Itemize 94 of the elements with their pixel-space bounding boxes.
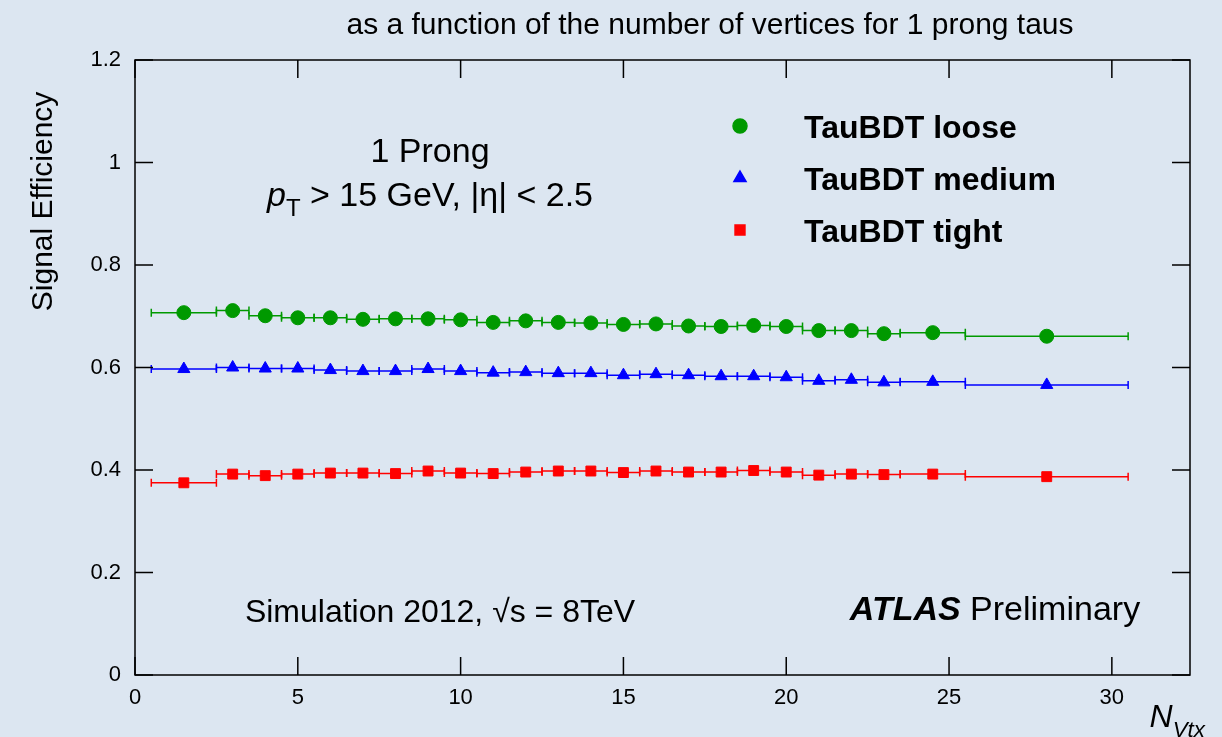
point <box>713 319 729 334</box>
point <box>355 311 371 327</box>
point <box>487 468 499 480</box>
point <box>681 318 697 334</box>
point <box>843 323 859 339</box>
point <box>322 310 338 326</box>
point <box>486 365 500 377</box>
point <box>323 362 337 375</box>
x-tick-label: 10 <box>448 684 473 710</box>
point <box>925 325 941 341</box>
point <box>585 465 597 477</box>
y-axis-title: Signal Efficiency <box>25 91 58 312</box>
point <box>813 469 825 481</box>
point <box>518 313 534 329</box>
point <box>519 364 533 377</box>
point <box>324 467 336 479</box>
point <box>812 373 826 385</box>
point <box>583 315 599 331</box>
annotation: ATLAS Preliminary <box>848 589 1141 627</box>
point <box>485 314 501 330</box>
point <box>877 374 891 387</box>
point <box>551 365 565 378</box>
y-tick-label: 0.2 <box>90 558 121 584</box>
point <box>420 311 436 327</box>
point <box>258 361 272 373</box>
x-tick-label: 0 <box>128 684 142 710</box>
point <box>844 372 858 384</box>
y-tick-label: 1 <box>108 148 121 174</box>
point <box>715 466 727 478</box>
point <box>746 317 762 333</box>
point <box>617 467 629 479</box>
point <box>357 467 369 479</box>
point <box>779 369 793 382</box>
point <box>616 367 630 380</box>
legend-label: TauBDT loose <box>804 109 1017 145</box>
point <box>926 374 940 386</box>
y-tick-label: 0.8 <box>90 251 121 277</box>
point <box>649 366 663 379</box>
x-tick-label: 5 <box>291 684 304 710</box>
point <box>747 368 761 381</box>
point <box>714 368 728 381</box>
x-tick-label: 25 <box>936 684 962 710</box>
point <box>650 465 662 477</box>
x-tick-label: 30 <box>1099 684 1125 710</box>
point <box>356 363 370 376</box>
y-tick-label: 1.2 <box>90 46 121 72</box>
legend-label: TauBDT tight <box>804 213 1003 249</box>
point <box>453 312 469 328</box>
point <box>780 466 792 478</box>
point <box>1039 328 1055 344</box>
point <box>422 465 434 477</box>
point <box>615 316 631 332</box>
point <box>520 466 532 478</box>
point <box>225 303 241 319</box>
point <box>584 365 598 378</box>
point <box>927 468 939 480</box>
point <box>1041 471 1053 483</box>
x-tick-label: 15 <box>611 684 636 710</box>
point <box>291 361 305 373</box>
point <box>878 469 890 481</box>
point <box>845 468 857 480</box>
point <box>227 468 239 480</box>
point <box>177 361 191 374</box>
point <box>1040 377 1054 389</box>
point <box>292 468 304 480</box>
point <box>876 326 892 342</box>
point <box>648 316 664 332</box>
point <box>226 360 240 372</box>
point <box>455 467 467 479</box>
point <box>388 363 403 376</box>
y-tick-label: 0 <box>108 661 121 687</box>
point <box>178 477 190 489</box>
y-tick-label: 0.4 <box>90 456 121 482</box>
point <box>454 363 468 376</box>
point <box>176 305 192 321</box>
point <box>683 466 694 478</box>
y-tick-label: 0.6 <box>90 353 121 379</box>
point <box>778 319 794 334</box>
annotation: Simulation 2012, √s = 8TeV <box>244 593 636 629</box>
point <box>811 323 827 339</box>
point <box>421 361 435 374</box>
point <box>748 465 760 476</box>
legend-label: TauBDT medium <box>804 161 1056 197</box>
point <box>290 310 306 326</box>
x-tick-label: 20 <box>773 684 799 710</box>
point <box>390 468 401 480</box>
point <box>259 470 271 482</box>
point <box>552 465 564 477</box>
annotation: 1 Prong <box>370 131 490 169</box>
point <box>387 311 403 327</box>
point <box>257 308 273 324</box>
point <box>681 367 696 380</box>
chart-title: as a function of the number of vertices for 1 prong taus <box>346 7 1074 40</box>
point <box>550 314 566 330</box>
